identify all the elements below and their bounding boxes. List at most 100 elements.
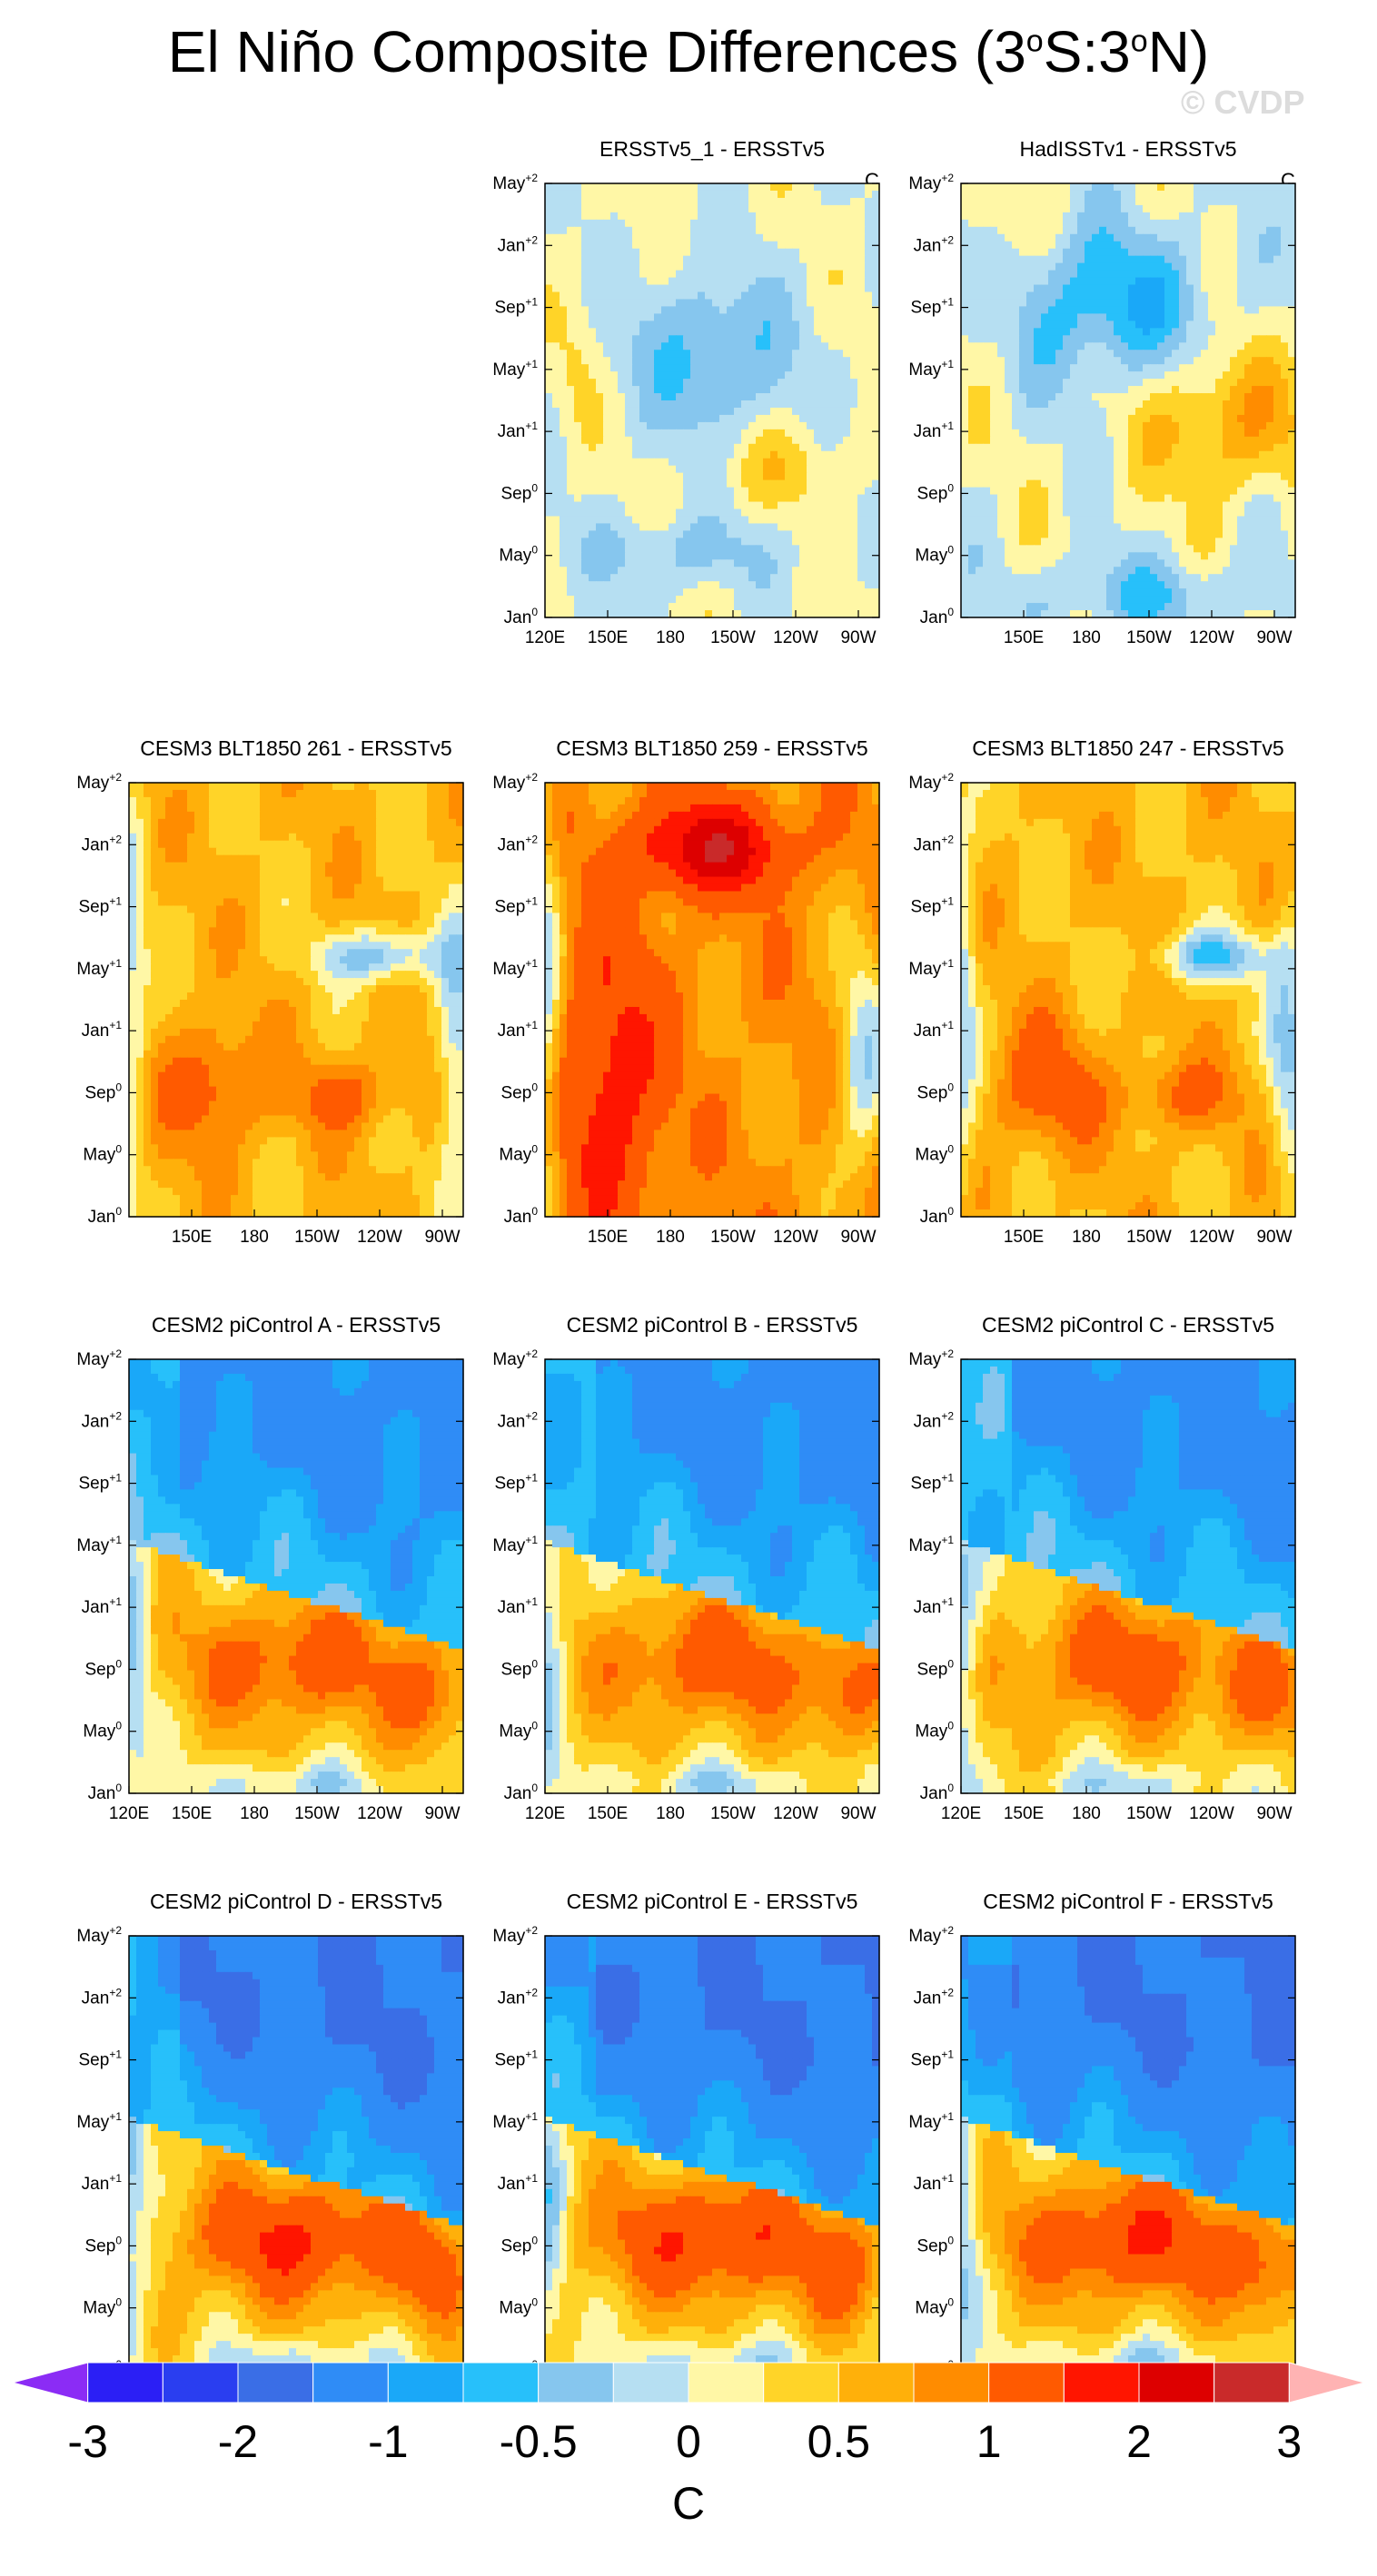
y-tick-label: May+1 bbox=[492, 358, 538, 380]
heatmap-cell bbox=[1164, 277, 1173, 286]
heatmap-cell bbox=[1005, 508, 1013, 518]
heatmap-cell bbox=[625, 226, 633, 235]
heatmap-cell bbox=[1041, 262, 1049, 271]
heatmap-cell bbox=[603, 328, 611, 336]
heatmap-cell bbox=[1005, 313, 1013, 321]
heatmap-cell bbox=[669, 393, 677, 401]
heatmap-cell bbox=[741, 530, 749, 538]
heatmap-cell bbox=[807, 291, 815, 301]
heatmap-cell bbox=[712, 350, 720, 358]
heatmap-cell bbox=[850, 299, 858, 308]
heatmap-cell bbox=[843, 414, 851, 423]
heatmap-cell bbox=[843, 357, 851, 365]
heatmap-cell bbox=[1237, 393, 1245, 401]
heatmap-cell bbox=[792, 393, 800, 401]
heatmap-cell bbox=[997, 248, 1006, 257]
heatmap-cell bbox=[1106, 335, 1114, 343]
heatmap-cell bbox=[1164, 371, 1173, 380]
heatmap-cell bbox=[836, 407, 844, 416]
heatmap-cell bbox=[698, 241, 706, 250]
heatmap-cell bbox=[719, 436, 728, 445]
heatmap-cell bbox=[990, 393, 998, 401]
heatmap-cell bbox=[683, 386, 691, 394]
heatmap-cell bbox=[1106, 472, 1114, 481]
heatmap-cell bbox=[1281, 321, 1289, 329]
heatmap-cell bbox=[1092, 494, 1100, 503]
heatmap-cell bbox=[596, 523, 604, 531]
heatmap-cell bbox=[603, 559, 611, 568]
heatmap-cell bbox=[1005, 248, 1013, 257]
y-tick-label: Sep+1 bbox=[495, 296, 539, 318]
heatmap-cell bbox=[1150, 291, 1158, 301]
heatmap-cell bbox=[748, 465, 757, 474]
heatmap-cell bbox=[1157, 248, 1165, 257]
heatmap-cell bbox=[1164, 197, 1173, 206]
heatmap-cell bbox=[961, 393, 969, 401]
heatmap-cell bbox=[792, 458, 800, 467]
heatmap-cell bbox=[625, 190, 633, 199]
heatmap-cell bbox=[1143, 429, 1151, 438]
heatmap-cell bbox=[814, 393, 822, 401]
heatmap-cell bbox=[850, 523, 858, 531]
heatmap-cell bbox=[603, 581, 611, 589]
heatmap-cell bbox=[639, 581, 648, 589]
heatmap-cell bbox=[1070, 371, 1078, 380]
heatmap-cell bbox=[850, 335, 858, 343]
heatmap-cell bbox=[618, 516, 626, 525]
heatmap-cell bbox=[865, 429, 873, 438]
heatmap-cell bbox=[683, 538, 691, 546]
heatmap-cell bbox=[1259, 414, 1267, 423]
heatmap-cell bbox=[1048, 516, 1056, 525]
main-title: El Niño Composite Differences (3oS:3oN) bbox=[0, 20, 1377, 84]
heatmap-cell bbox=[857, 545, 866, 553]
heatmap-cell bbox=[1288, 421, 1296, 430]
heatmap-cell bbox=[1266, 306, 1274, 314]
heatmap-cell bbox=[632, 458, 640, 467]
heatmap-cell bbox=[610, 610, 619, 618]
heatmap-cell bbox=[676, 386, 684, 394]
heatmap-cell bbox=[1259, 212, 1267, 221]
heatmap-cell bbox=[1077, 350, 1085, 358]
heatmap-cell bbox=[1048, 429, 1056, 438]
heatmap-cell bbox=[719, 204, 728, 213]
heatmap-cell bbox=[756, 574, 764, 582]
heatmap-cell bbox=[610, 414, 619, 423]
heatmap-cell bbox=[968, 371, 976, 380]
heatmap-cell bbox=[814, 465, 822, 474]
heatmap-cell bbox=[632, 204, 640, 213]
heatmap-cell bbox=[618, 458, 626, 467]
heatmap-cell bbox=[1223, 393, 1231, 401]
heatmap-cell bbox=[976, 400, 984, 409]
heatmap-cell bbox=[1019, 465, 1027, 474]
heatmap-cell bbox=[792, 233, 800, 242]
heatmap-cell bbox=[567, 190, 575, 199]
heatmap-cell bbox=[552, 241, 560, 250]
heatmap-cell bbox=[1026, 371, 1035, 380]
heatmap-cell bbox=[669, 219, 677, 228]
heatmap-cell bbox=[1164, 523, 1173, 531]
heatmap-cell bbox=[763, 357, 771, 365]
heatmap-cell bbox=[1230, 508, 1238, 518]
heatmap-cell bbox=[1273, 458, 1282, 467]
heatmap-cell bbox=[632, 545, 640, 553]
heatmap-cell bbox=[560, 393, 568, 401]
heatmap-cell bbox=[581, 371, 589, 380]
heatmap-cell bbox=[836, 321, 844, 329]
heatmap-cell bbox=[843, 299, 851, 308]
heatmap-cell bbox=[574, 364, 582, 372]
heatmap-cell bbox=[1121, 219, 1129, 228]
heatmap-cell bbox=[1273, 393, 1282, 401]
heatmap-cell bbox=[865, 393, 873, 401]
heatmap-cell bbox=[814, 386, 822, 394]
heatmap-cell bbox=[763, 393, 771, 401]
heatmap-cell bbox=[552, 407, 560, 416]
heatmap-cell bbox=[1259, 443, 1267, 452]
heatmap-cell bbox=[1070, 313, 1078, 321]
heatmap-cell bbox=[1172, 487, 1180, 496]
heatmap-cell bbox=[785, 436, 793, 445]
heatmap-cell bbox=[997, 407, 1006, 416]
heatmap-cell bbox=[1070, 379, 1078, 387]
heatmap-cell bbox=[1034, 241, 1042, 250]
heatmap-cell bbox=[698, 364, 706, 372]
heatmap-cell bbox=[1055, 393, 1064, 401]
